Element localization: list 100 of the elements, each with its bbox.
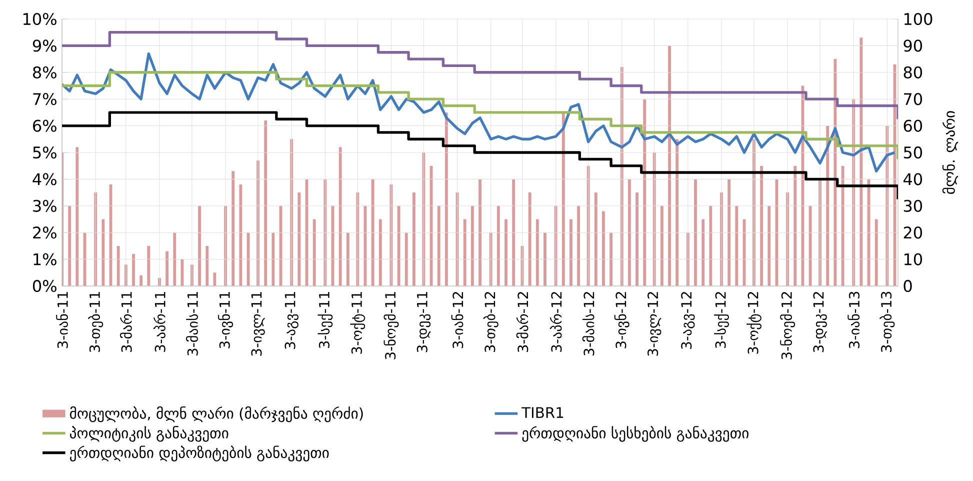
y-tick-label: 5% — [33, 146, 56, 159]
bar — [346, 232, 350, 286]
x-tick-label: 3-სექ-11 — [318, 292, 333, 348]
bar — [660, 206, 664, 286]
bar — [808, 206, 812, 286]
bar — [147, 246, 150, 286]
x-tick-label: 3-სექ-12 — [714, 292, 729, 348]
y2-tick-label: 30 — [904, 200, 922, 212]
x-tick-label: 3-მარ-11 — [120, 292, 132, 352]
y2-tick-label: 0 — [904, 280, 912, 292]
bar — [826, 126, 830, 286]
x-tick-label: 3-აგვ-12 — [681, 292, 695, 349]
bar — [264, 120, 268, 286]
y-tick-label: 2% — [33, 226, 56, 239]
bar — [643, 99, 646, 286]
y-tick-label: 10% — [24, 12, 56, 26]
bar — [874, 219, 878, 286]
bar — [437, 206, 440, 286]
bar — [794, 166, 797, 286]
x-tick-label: 3-ივლ-12 — [648, 292, 662, 356]
x-tick-label: 3-ნოემ-12 — [780, 292, 796, 360]
bar — [570, 219, 572, 286]
y2-tick-label: 100 — [904, 12, 932, 26]
bar — [628, 179, 631, 286]
x-tick-label: 3-ოქტ-11 — [350, 292, 366, 354]
x-tick-label: 3-ივლ-11 — [251, 292, 265, 356]
legend-label: პოლიტიკის განაკვეთი — [70, 426, 228, 442]
x-tick-label: 3-აპრ-11 — [154, 292, 166, 352]
bar — [528, 192, 532, 286]
bar — [768, 206, 771, 286]
bar — [478, 179, 482, 286]
bar — [397, 206, 400, 286]
bar — [610, 232, 613, 286]
bar — [536, 219, 539, 286]
bar — [412, 192, 416, 286]
y-tick-label: 3% — [33, 200, 56, 212]
bar — [180, 259, 184, 286]
bar — [602, 211, 605, 286]
x-tick-label: 3-დეკ-12 — [813, 292, 827, 352]
y-tick-label: 6% — [33, 120, 56, 132]
bar — [470, 206, 474, 286]
bar — [463, 219, 466, 286]
y-tick-label: 7% — [33, 93, 56, 106]
bar — [213, 272, 216, 286]
y2-tick-label: 40 — [903, 173, 922, 186]
bar — [562, 112, 565, 286]
bar — [206, 246, 209, 286]
y-tick-label: 1% — [34, 253, 56, 266]
bar — [504, 219, 508, 286]
bar — [860, 38, 863, 286]
bar — [198, 206, 202, 286]
y2-tick-label: 20 — [904, 226, 922, 239]
bar — [239, 184, 242, 286]
bar — [444, 112, 448, 286]
legend-label: TIBR1 — [522, 407, 564, 418]
bar — [694, 179, 697, 286]
bar — [512, 179, 516, 286]
bar — [496, 206, 500, 286]
y2-tick-label: 80 — [904, 66, 922, 78]
bar — [371, 179, 374, 286]
bar — [594, 192, 598, 286]
bar — [404, 232, 408, 286]
bar — [232, 171, 235, 286]
bar — [76, 147, 79, 286]
bar — [702, 219, 705, 286]
y2-axis-title: მლნ. ლარი — [942, 111, 958, 194]
bar — [116, 246, 120, 286]
bar — [140, 275, 143, 286]
x-tick-label: 3-იან-11 — [56, 292, 68, 348]
bar — [338, 147, 342, 286]
bar — [378, 219, 382, 286]
y2-tick-label: 70 — [904, 93, 922, 106]
bar — [735, 206, 738, 286]
bar — [834, 59, 837, 286]
bar — [68, 206, 72, 286]
x-tick-label: 3-ივნ-12 — [614, 292, 630, 348]
x-tick-label: 3-იან-13 — [848, 292, 860, 348]
bar — [173, 232, 176, 286]
x-tick-label: 3-თებ-11 — [88, 292, 104, 352]
bar — [760, 166, 764, 286]
bar — [668, 46, 671, 286]
legend-label: ერთდღიანი დეპოზიტების განაკვეთი — [70, 446, 329, 462]
y-tick-label: 0% — [32, 280, 56, 292]
x-tick-label: 3-მაის-12 — [582, 292, 594, 356]
x-tick-label: 3-ივნ-11 — [218, 292, 234, 348]
bar — [577, 206, 580, 286]
bar — [544, 232, 546, 286]
y-tick-label: 9% — [32, 40, 56, 52]
x-tick-label: 3-ნოემ-11 — [384, 292, 399, 360]
y-tick-label: 4% — [32, 173, 56, 186]
x-tick-label: 3-თებ-12 — [483, 292, 498, 352]
bar — [636, 192, 638, 286]
y2-tick-label: 60 — [904, 120, 922, 132]
x-tick-label: 3-იან-12 — [451, 292, 464, 348]
bar — [312, 219, 316, 286]
bar — [132, 254, 135, 286]
y2-tick-label: 50 — [904, 146, 922, 159]
y2-tick-label: 10 — [904, 253, 922, 266]
x-tick-label: 3-მარ-12 — [516, 292, 528, 352]
legend-label: მოცულობა, მლნ ლარი (მარჯვენა ღერძი) — [70, 406, 363, 422]
